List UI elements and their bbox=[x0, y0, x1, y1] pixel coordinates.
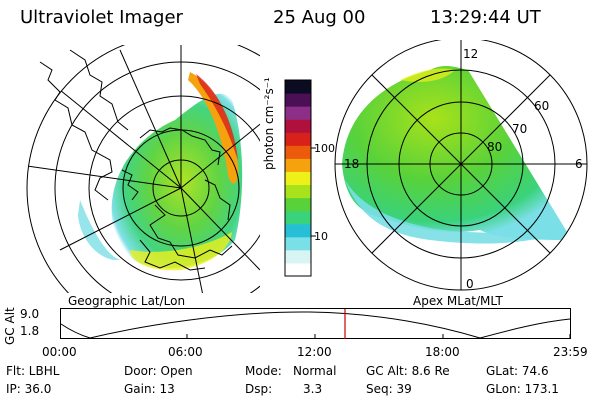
instrument-title: Ultraviolet Imager bbox=[20, 7, 183, 28]
apex-caption: Apex MLat/MLT bbox=[413, 294, 503, 308]
door-label: Door: Open bbox=[124, 364, 193, 378]
ip-label: IP: 36.0 bbox=[6, 382, 52, 396]
colorbar-segment bbox=[285, 171, 311, 186]
coastline-outlines bbox=[39, 49, 233, 271]
x-tick-2359: 23:59 bbox=[553, 345, 588, 359]
colorbar-segment bbox=[285, 236, 311, 251]
colorbar-segment bbox=[285, 106, 311, 120]
apex-polar-plot: 12 18 6 0 60 70 80 bbox=[334, 40, 588, 291]
alt-tick-high: 9.0 bbox=[20, 307, 40, 321]
flt-label: Flt: LBHL bbox=[6, 364, 60, 378]
mlt-label-0: 0 bbox=[466, 277, 474, 291]
colorbar-segment bbox=[285, 249, 311, 264]
colorbar-tick-10: 10 bbox=[314, 230, 328, 243]
seq-label: Seq: 39 bbox=[366, 382, 412, 396]
colorbar-segment bbox=[285, 262, 311, 277]
colorbar-segment bbox=[285, 80, 311, 94]
colorbar: 100 10 bbox=[284, 79, 335, 277]
mlt-label-18: 18 bbox=[344, 157, 359, 171]
alt-tick-low: 1.8 bbox=[20, 324, 40, 338]
mlat-label-60: 60 bbox=[534, 99, 549, 113]
colorbar-segment bbox=[285, 132, 311, 146]
auroral-arc-bright bbox=[188, 72, 239, 184]
gc-alt-label: GC Alt: 8.6 Re bbox=[366, 364, 450, 378]
colorbar-segment bbox=[285, 145, 311, 159]
mlat-label-70: 70 bbox=[512, 122, 527, 136]
x-tick-0000: 00:00 bbox=[42, 345, 77, 359]
gc-alt-axis-label: GC Alt bbox=[3, 307, 17, 345]
colorbar-segment bbox=[285, 158, 311, 172]
gain-label: Gain: 13 bbox=[124, 382, 175, 396]
colorbar-segment bbox=[285, 210, 311, 225]
dsp-label: Dsp: bbox=[245, 382, 273, 396]
mode-label: Mode: bbox=[245, 364, 282, 378]
glon-label: GLon: 173.1 bbox=[486, 382, 559, 396]
mlt-lines bbox=[335, 40, 587, 290]
colorbar-segment bbox=[285, 119, 311, 133]
altitude-curve bbox=[60, 311, 571, 339]
colorbar-segment bbox=[285, 184, 311, 199]
mlat-label-80: 80 bbox=[487, 140, 502, 154]
altitude-plot bbox=[60, 308, 571, 339]
mode-value: Normal bbox=[293, 364, 337, 378]
date-label: 25 Aug 00 bbox=[273, 7, 366, 28]
x-tick-0600: 06:00 bbox=[168, 345, 203, 359]
glat-label: GLat: 74.6 bbox=[486, 364, 549, 378]
geographic-caption: Geographic Lat/Lon bbox=[68, 294, 186, 308]
colorbar-segment bbox=[285, 223, 311, 238]
colorbar-segment bbox=[285, 93, 311, 107]
altitude-x-ticks bbox=[60, 334, 571, 339]
mlt-label-12: 12 bbox=[463, 47, 478, 61]
colorbar-tick-100: 100 bbox=[314, 142, 335, 155]
colorbar-unit-label: photon cm⁻²s⁻¹ bbox=[262, 77, 276, 170]
time-label: 13:29:44 UT bbox=[430, 7, 541, 28]
magnetic-emission-region bbox=[342, 65, 572, 240]
x-tick-1800: 18:00 bbox=[425, 345, 460, 359]
lon-lines bbox=[27, 45, 260, 293]
mlt-label-6: 6 bbox=[575, 157, 583, 171]
dsp-value: 3.3 bbox=[303, 382, 323, 396]
colorbar-segment bbox=[285, 197, 311, 212]
altitude-plot-frame bbox=[60, 308, 571, 339]
x-tick-1200: 12:00 bbox=[297, 345, 332, 359]
